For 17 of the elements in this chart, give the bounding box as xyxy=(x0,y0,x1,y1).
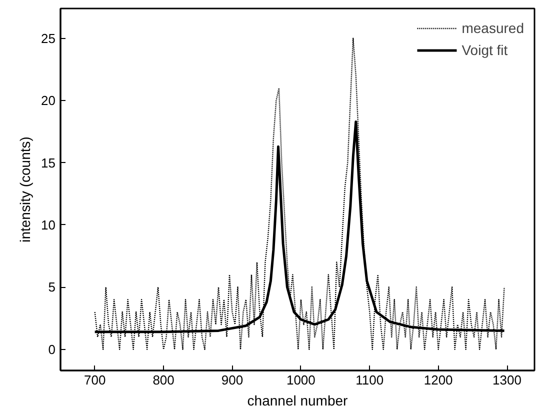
x-tick-label: 1000 xyxy=(286,372,316,388)
x-tick-label: 800 xyxy=(152,372,174,388)
x-axis-title: channel number xyxy=(247,392,348,408)
y-tick-label: 0 xyxy=(48,342,56,357)
y-tick-label: 10 xyxy=(41,217,56,232)
y-tick-label: 25 xyxy=(41,30,56,46)
x-tick-label: 1200 xyxy=(424,372,453,388)
y-tick-label: 20 xyxy=(41,93,56,108)
y-axis-title: intensity (counts) xyxy=(17,136,34,242)
legend-label: measured xyxy=(462,20,524,36)
x-tick-label: 1100 xyxy=(356,372,384,388)
x-tick-label: 700 xyxy=(84,372,106,388)
y-tick-label: 5 xyxy=(48,280,56,295)
x-tick-label: 1300 xyxy=(492,372,522,388)
x-tick-label: 900 xyxy=(221,372,244,388)
y-tick-label: 15 xyxy=(41,155,56,170)
legend-label: Voigt fit xyxy=(462,42,508,58)
